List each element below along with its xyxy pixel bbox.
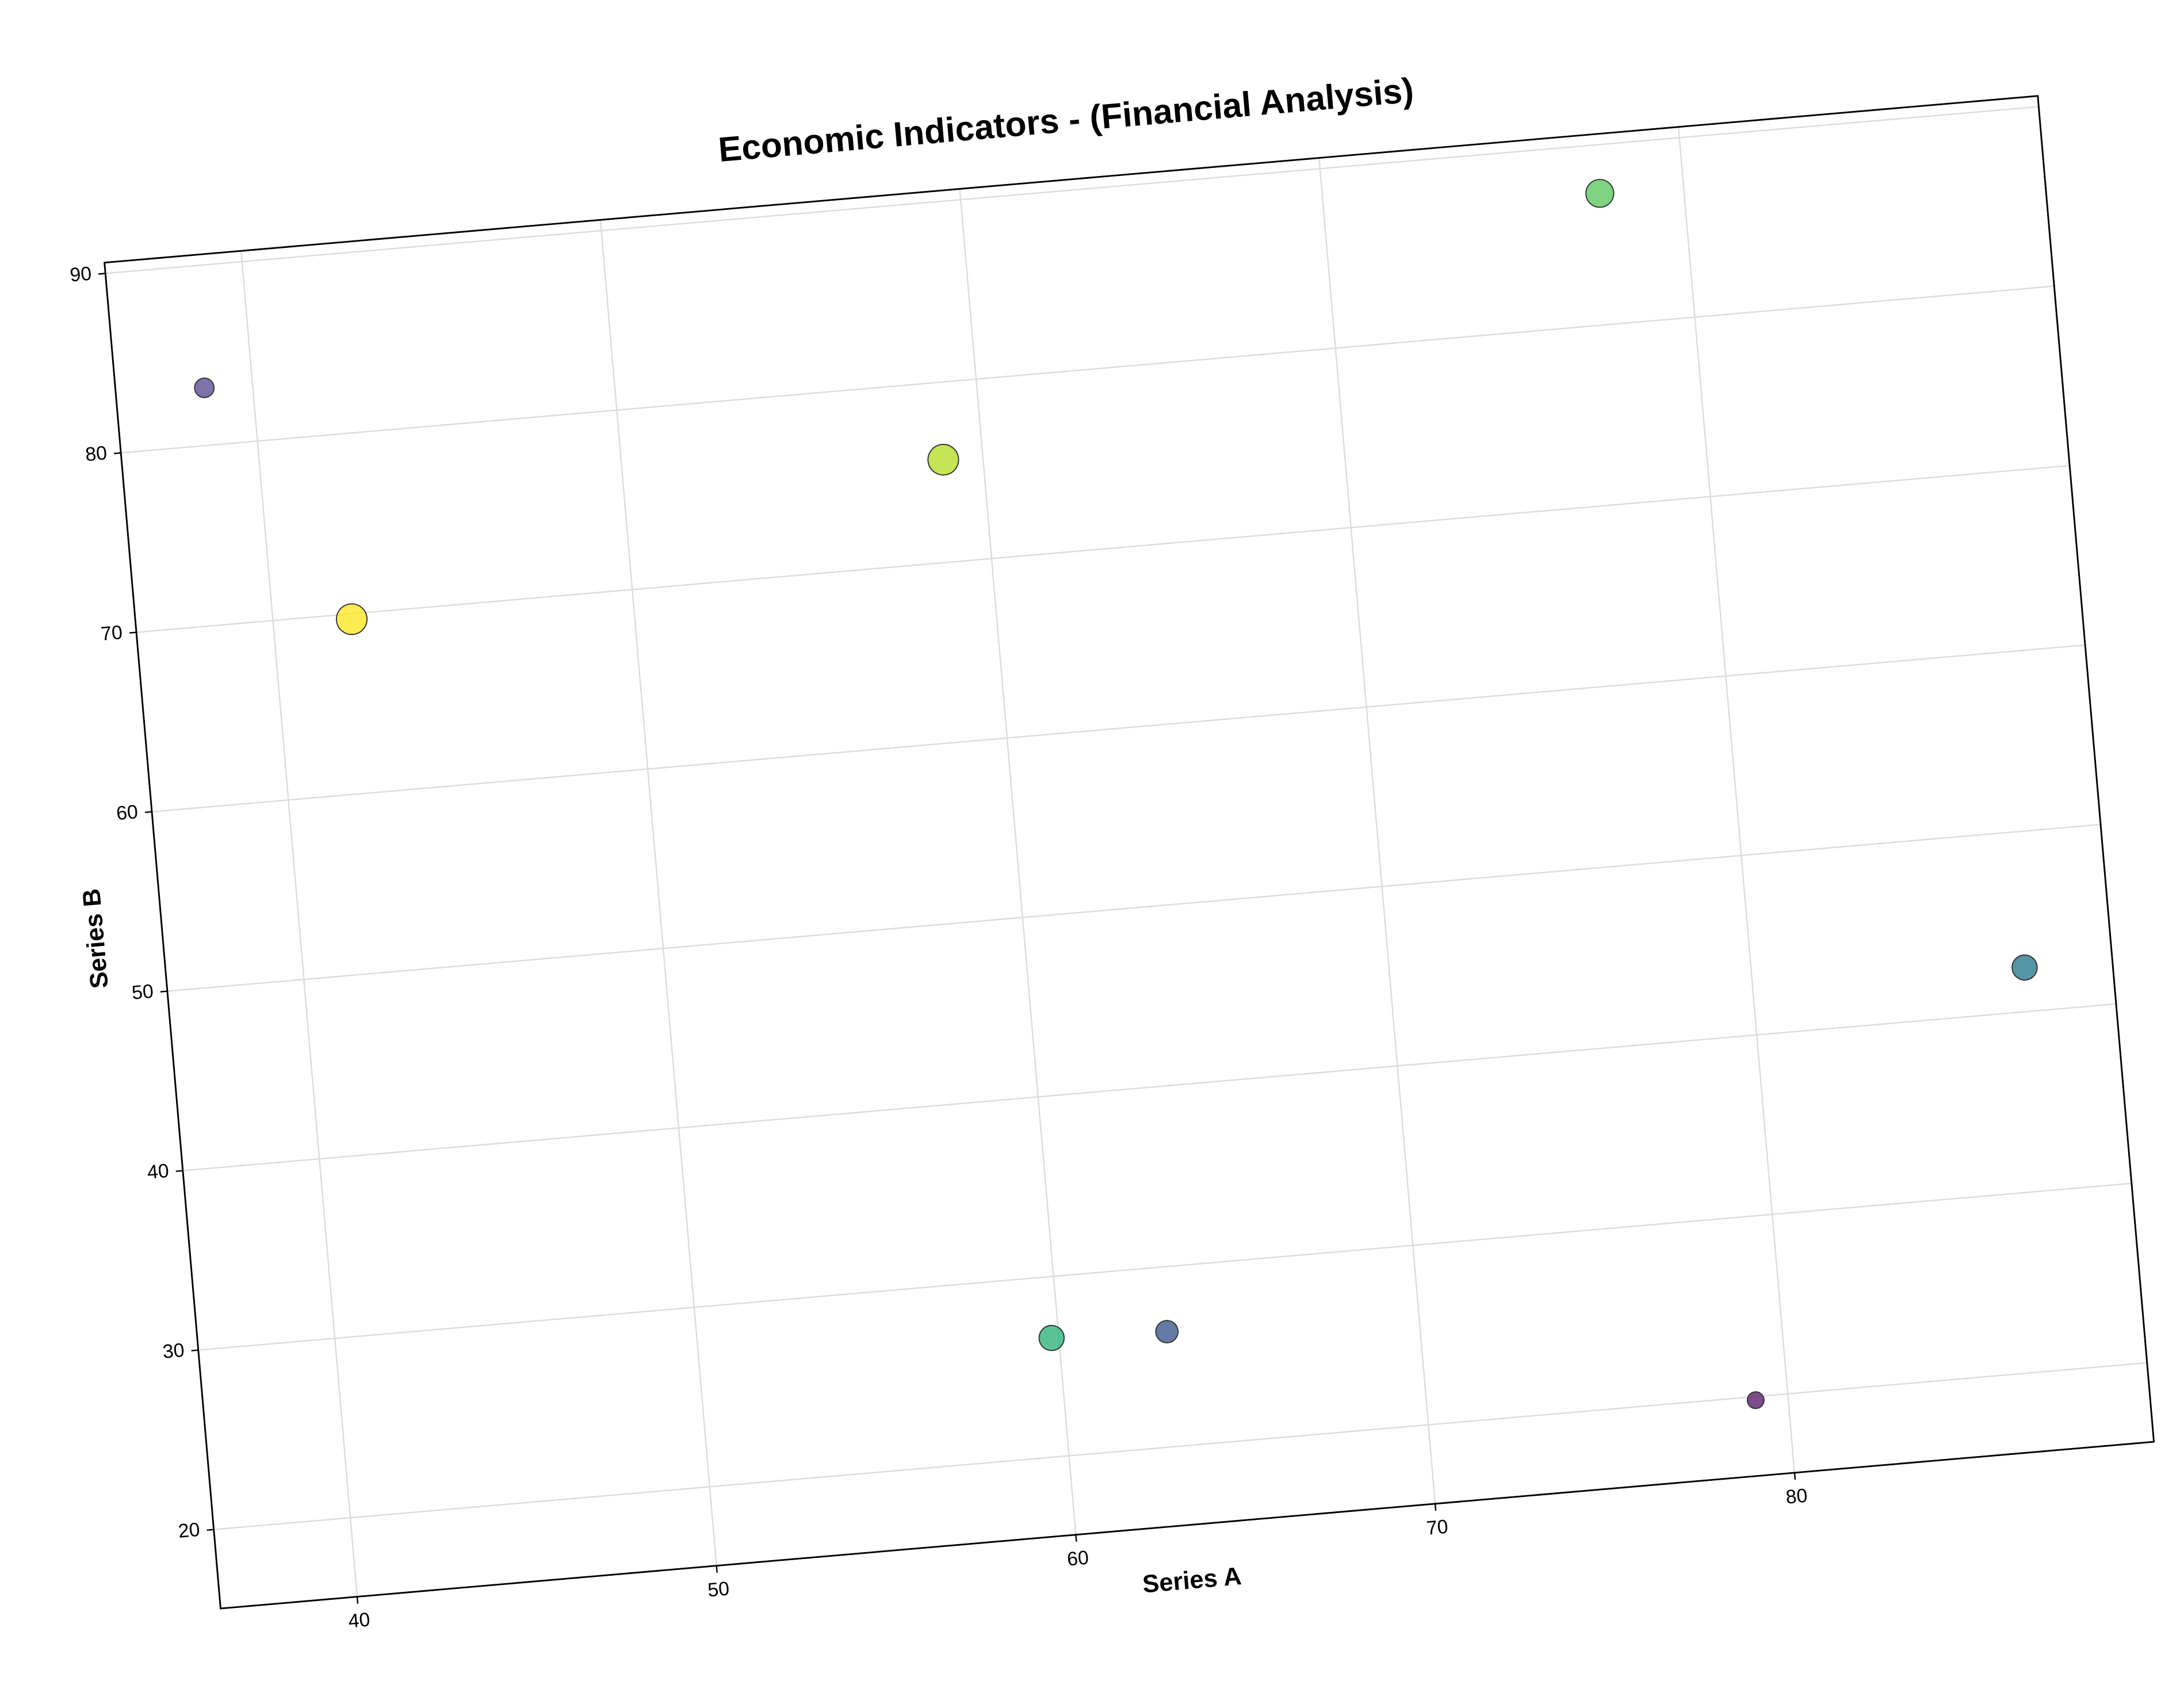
point — [927, 443, 959, 476]
point — [1155, 1320, 1179, 1343]
x-tick-label: 60 — [1066, 1546, 1090, 1570]
grid-line — [959, 189, 1077, 1535]
y-tick — [191, 1349, 198, 1351]
point — [194, 377, 215, 399]
y-tick-label: 40 — [146, 1160, 170, 1184]
x-tick — [356, 1596, 359, 1604]
grid-line — [1677, 127, 1796, 1473]
grid-line — [136, 465, 2070, 633]
y-tick-label: 70 — [100, 622, 124, 645]
axes-frame — [104, 95, 2155, 1610]
y-tick-label: 30 — [162, 1339, 185, 1363]
x-tick-label: 40 — [347, 1609, 371, 1632]
y-tick-label: 90 — [69, 263, 93, 286]
x-tick-label: 80 — [1785, 1485, 1808, 1508]
y-tick-label: 80 — [85, 442, 108, 466]
point — [1585, 179, 1615, 208]
grid-line — [213, 1362, 2147, 1530]
x-tick-label: 50 — [707, 1577, 731, 1601]
point — [335, 603, 368, 635]
point — [1038, 1324, 1065, 1351]
grid-line — [105, 106, 2039, 274]
y-tick — [98, 273, 106, 275]
x-tick — [1434, 1503, 1437, 1511]
grid-line — [599, 220, 717, 1566]
grid-line — [198, 1182, 2132, 1351]
y-tick-label: 50 — [131, 981, 155, 1004]
grid-line — [182, 1003, 2117, 1171]
grid-line — [151, 644, 2086, 813]
y-tick — [160, 990, 168, 993]
grid-line — [1318, 158, 1436, 1504]
y-tick — [144, 811, 152, 813]
point — [1746, 1391, 1765, 1410]
y-tick-label: 20 — [177, 1519, 201, 1542]
point — [2011, 954, 2038, 981]
grid-line — [240, 251, 358, 1597]
grid-line — [121, 285, 2055, 454]
y-tick-label: 60 — [116, 801, 139, 825]
x-tick-label: 70 — [1425, 1516, 1449, 1540]
grid-line — [167, 824, 2101, 992]
